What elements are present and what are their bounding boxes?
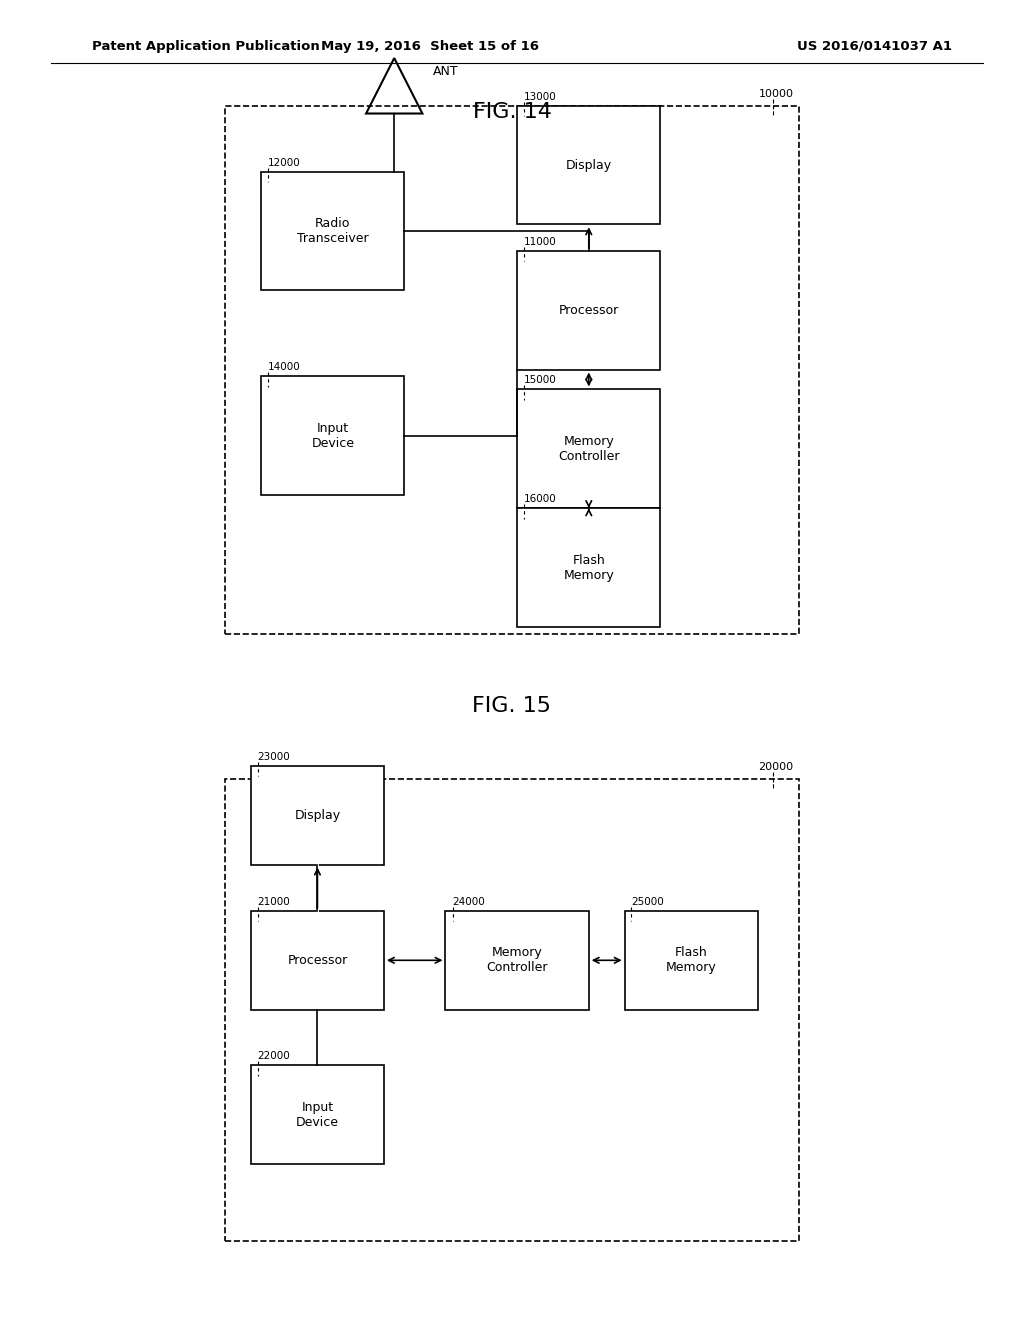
FancyBboxPatch shape bbox=[517, 251, 660, 370]
FancyBboxPatch shape bbox=[261, 172, 404, 290]
Text: ANT: ANT bbox=[433, 65, 459, 78]
FancyBboxPatch shape bbox=[251, 766, 384, 865]
Text: 21000: 21000 bbox=[258, 896, 290, 907]
Text: 11000: 11000 bbox=[524, 236, 557, 247]
Text: Flash
Memory: Flash Memory bbox=[666, 946, 717, 974]
Text: Patent Application Publication: Patent Application Publication bbox=[92, 40, 319, 53]
Text: Input
Device: Input Device bbox=[296, 1101, 339, 1129]
Text: Input
Device: Input Device bbox=[311, 421, 354, 450]
Text: 14000: 14000 bbox=[268, 362, 301, 372]
Text: Display: Display bbox=[294, 809, 341, 821]
Text: US 2016/0141037 A1: US 2016/0141037 A1 bbox=[798, 40, 952, 53]
FancyBboxPatch shape bbox=[517, 508, 660, 627]
Text: 23000: 23000 bbox=[258, 751, 290, 762]
Text: 24000: 24000 bbox=[453, 896, 485, 907]
Text: 16000: 16000 bbox=[524, 494, 557, 504]
FancyBboxPatch shape bbox=[517, 389, 660, 508]
FancyBboxPatch shape bbox=[517, 106, 660, 224]
Text: Processor: Processor bbox=[288, 954, 347, 966]
FancyBboxPatch shape bbox=[251, 911, 384, 1010]
Text: Memory
Controller: Memory Controller bbox=[486, 946, 548, 974]
Text: Flash
Memory: Flash Memory bbox=[563, 553, 614, 582]
Text: 25000: 25000 bbox=[631, 896, 664, 907]
Text: Memory
Controller: Memory Controller bbox=[558, 434, 620, 463]
Text: Processor: Processor bbox=[559, 304, 618, 317]
FancyBboxPatch shape bbox=[261, 376, 404, 495]
Text: Radio
Transceiver: Radio Transceiver bbox=[297, 216, 369, 246]
Text: Display: Display bbox=[565, 158, 612, 172]
Text: 13000: 13000 bbox=[524, 91, 557, 102]
Text: 10000: 10000 bbox=[759, 88, 794, 99]
Text: 15000: 15000 bbox=[524, 375, 557, 385]
Text: FIG. 15: FIG. 15 bbox=[472, 696, 552, 717]
Text: 12000: 12000 bbox=[268, 157, 301, 168]
Text: May 19, 2016  Sheet 15 of 16: May 19, 2016 Sheet 15 of 16 bbox=[322, 40, 539, 53]
FancyBboxPatch shape bbox=[251, 1065, 384, 1164]
Text: 20000: 20000 bbox=[759, 762, 794, 772]
Text: 22000: 22000 bbox=[258, 1051, 290, 1061]
FancyBboxPatch shape bbox=[625, 911, 758, 1010]
FancyBboxPatch shape bbox=[445, 911, 589, 1010]
Text: FIG. 14: FIG. 14 bbox=[472, 102, 552, 123]
